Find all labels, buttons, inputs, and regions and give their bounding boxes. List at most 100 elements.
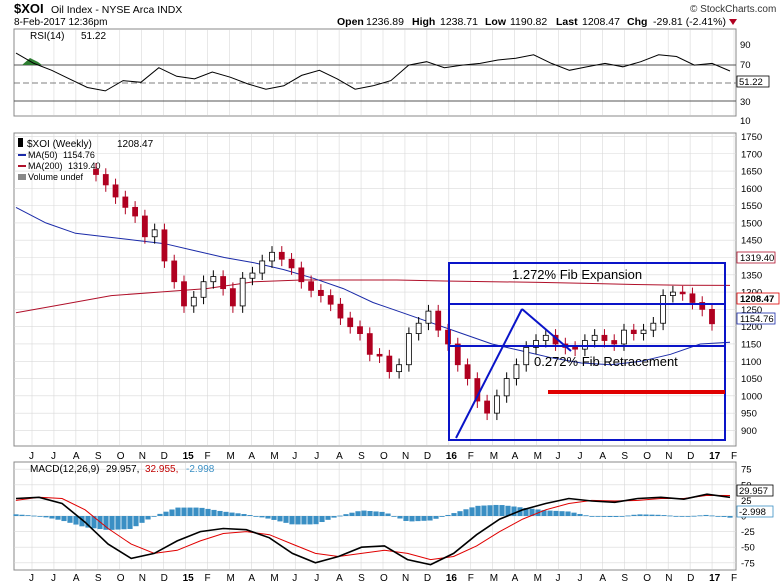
macd-tag-text: 29.957 [739, 486, 768, 497]
macd-histogram-bar [613, 516, 619, 517]
macd-histogram-bar [481, 505, 487, 516]
macd-histogram-bar [379, 511, 385, 516]
x-axis-label: M [270, 451, 278, 462]
candle-body [298, 267, 305, 283]
candle-body [210, 276, 217, 283]
rsi-legend-value: 51.22 [81, 31, 106, 42]
macd-histogram-bar [61, 516, 67, 522]
macd-histogram-bar [91, 516, 97, 529]
macd-histogram-bar [553, 510, 559, 516]
macd-histogram-bar [49, 516, 55, 519]
legend-ma50-value: 1154.76 [63, 150, 95, 160]
x-axis-label: D [424, 451, 431, 462]
macd-histogram-bar [307, 516, 313, 525]
candle-body [435, 310, 442, 331]
x-axis-label: S [95, 573, 102, 584]
fib-expansion-label: 1.272% Fib Expansion [512, 267, 642, 282]
candle-body [601, 334, 608, 341]
x-axis-label: A [73, 573, 80, 584]
down-arrow-icon [729, 19, 737, 25]
x-axis-label: 17 [709, 573, 721, 584]
x-axis-label: D [687, 451, 694, 462]
macd-tick: 75 [741, 465, 752, 476]
candle-body [376, 353, 383, 357]
macd-histogram-bar [499, 505, 505, 516]
macd-histogram-bar [601, 516, 607, 517]
macd-histogram-bar [283, 516, 289, 523]
macd-histogram-bar [19, 514, 25, 516]
x-axis-label: O [117, 573, 125, 584]
candle-body [660, 295, 667, 324]
candle-body [308, 281, 315, 291]
x-axis-label: F [205, 451, 211, 462]
price-tick: 900 [741, 426, 757, 437]
macd-histogram-bar [559, 511, 565, 516]
open-value: 1236.89 [366, 16, 404, 28]
candle-body [679, 291, 686, 295]
candle-body [239, 277, 246, 307]
macd-histogram-bar [385, 513, 391, 516]
candle-body [415, 322, 422, 334]
candle-body [405, 333, 412, 366]
rsi-tick: 90 [740, 40, 751, 51]
macd-histogram-bar [475, 505, 481, 516]
candle-body [709, 308, 715, 325]
macd-histogram-bar [703, 514, 709, 516]
x-axis-label: 16 [446, 451, 458, 462]
macd-value-2: 32.955, [145, 464, 178, 475]
price-tick: 1450 [741, 236, 762, 247]
x-axis-label: S [358, 573, 365, 584]
candle-body [190, 296, 197, 307]
macd-hist-tag-text: -2.998 [739, 507, 766, 518]
x-axis-label: M [534, 451, 542, 462]
macd-histogram-bar [487, 505, 493, 516]
fib-expansion-box [448, 262, 726, 441]
macd-histogram-bar [139, 516, 145, 523]
x-axis-label: J [292, 573, 297, 584]
macd-value-3: -2.998 [186, 464, 215, 475]
macd-histogram-bar [673, 515, 679, 517]
macd-histogram-bar [205, 508, 211, 516]
low-label: Low [485, 16, 507, 28]
low-value: 1190.82 [510, 16, 547, 28]
x-axis-label: J [314, 451, 319, 462]
x-axis-label: F [468, 573, 474, 584]
macd-histogram-bar [679, 516, 685, 517]
fib-pullback-leg [521, 308, 572, 352]
price-tick: 1600 [741, 184, 762, 195]
macd-histogram-bar [631, 514, 637, 516]
rsi-tick: 30 [740, 97, 751, 108]
macd-histogram-bar [523, 507, 529, 516]
macd-histogram-bar [721, 516, 727, 517]
x-axis-label: A [248, 451, 255, 462]
x-axis-label: J [577, 573, 582, 584]
x-axis-label: O [380, 573, 388, 584]
legend-symbol: $XOI (Weekly) [27, 139, 92, 150]
macd-histogram-bar [433, 516, 439, 519]
candle-body [229, 288, 236, 307]
macd-histogram-bar [715, 516, 721, 517]
macd-histogram-bar [391, 516, 397, 517]
x-axis-label: A [512, 451, 519, 462]
price-tick: 1150 [741, 339, 761, 350]
legend-candle-swatch [18, 138, 23, 147]
candle-body [669, 291, 676, 296]
x-axis-label: S [358, 451, 365, 462]
x-axis-label: O [643, 573, 651, 584]
x-axis-label: 15 [183, 573, 195, 584]
price-candles [93, 163, 715, 421]
macd-histogram-bar [163, 511, 169, 516]
x-axis-label: O [380, 451, 388, 462]
legend-close: 1208.47 [117, 139, 154, 150]
macd-histogram-bar [169, 509, 175, 516]
x-axis-label: A [248, 573, 255, 584]
macd-histogram-bar [451, 513, 457, 516]
chart-symbol: $XOI [14, 1, 44, 16]
macd-histogram-bar [649, 514, 655, 516]
x-axis-label: J [51, 573, 56, 584]
macd-histogram-bar [637, 514, 643, 516]
price-tick: 1250 [741, 305, 762, 316]
candle-body [484, 400, 491, 414]
x-axis-label: N [665, 573, 672, 584]
